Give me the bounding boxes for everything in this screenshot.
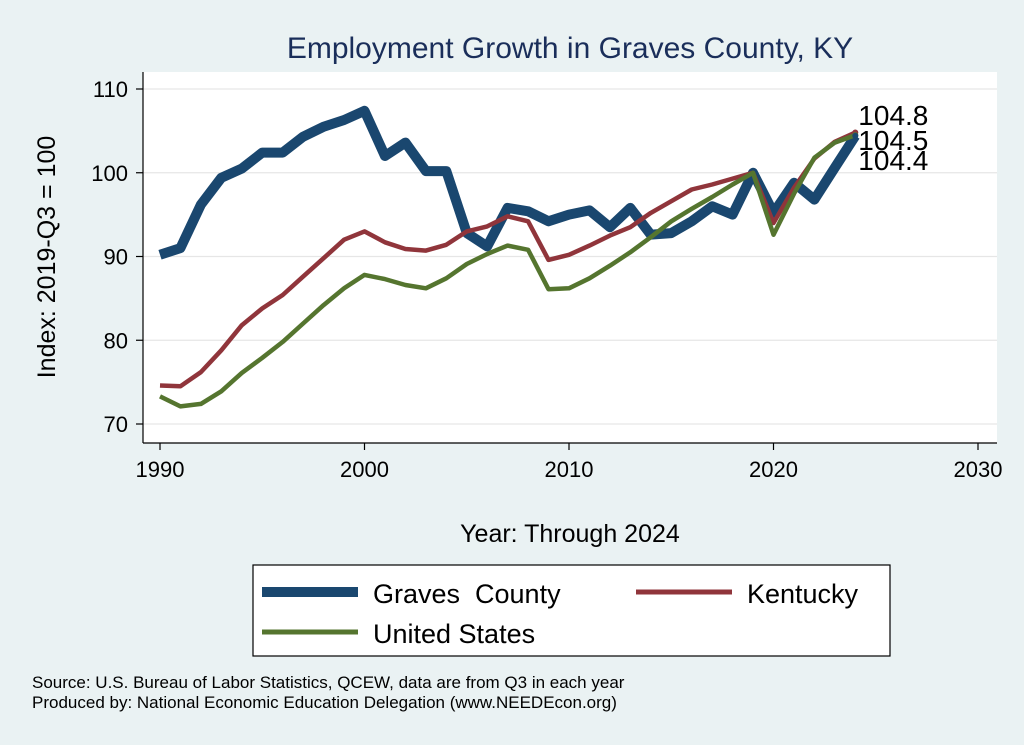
chart-title: Employment Growth in Graves County, KY — [287, 32, 853, 65]
produced-by-note: Produced by: National Economic Education… — [32, 693, 617, 712]
series-line-0 — [158, 105, 860, 260]
series-line-2 — [159, 132, 857, 409]
y-tick-label: 70 — [104, 412, 128, 437]
series-lines — [158, 105, 860, 409]
y-axis-label: Index: 2019-Q3 = 100 — [33, 136, 61, 379]
end-label: 104.5 — [858, 125, 928, 156]
y-tick-label: 100 — [91, 161, 128, 186]
legend: Graves County Kentucky United States — [252, 564, 891, 657]
legend-label: United States — [373, 619, 535, 649]
x-axis-label: Year: Through 2024 — [460, 520, 680, 548]
x-tick-label: 1990 — [136, 457, 185, 482]
x-tick-label: 2030 — [954, 457, 1003, 482]
y-tick-label: 90 — [104, 245, 128, 270]
end-label: 104.4 — [858, 145, 928, 176]
end-marker — [852, 132, 859, 139]
legend-label: Graves County — [373, 579, 561, 609]
x-tick-label: 2010 — [545, 457, 594, 482]
legend-label: Kentucky — [747, 579, 859, 609]
y-tick-label: 80 — [104, 328, 128, 353]
series-line-1 — [159, 130, 857, 389]
end-label: 104.8 — [858, 100, 928, 131]
legend-box — [252, 564, 891, 657]
y-tick-label: 110 — [93, 77, 128, 102]
axis-ticks: 70 80 90 100 110 1990 2000 2010 2020 2030 — [91, 77, 1002, 482]
axes — [142, 72, 997, 444]
source-note: Source: U.S. Bureau of Labor Statistics,… — [32, 673, 625, 692]
x-tick-label: 2000 — [340, 457, 389, 482]
x-tick-label: 2020 — [749, 457, 798, 482]
